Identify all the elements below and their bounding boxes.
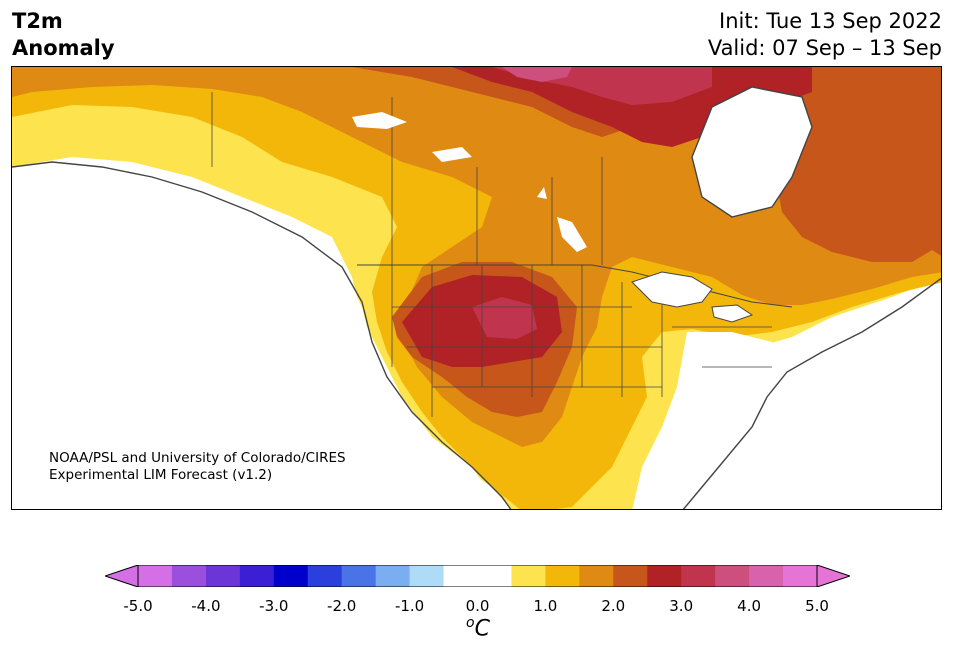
init-date: Init: Tue 13 Sep 2022 — [719, 9, 942, 33]
colorbar-segment — [477, 565, 512, 587]
colorbar-segment — [273, 565, 309, 587]
colorbar-segment — [681, 565, 716, 587]
anomaly-3_5-north — [502, 67, 572, 82]
anomaly-3_0-region — [472, 297, 537, 339]
colorbar-under-arrow — [105, 565, 139, 587]
credit-line-1: NOAA/PSL and University of Colorado/CIRE… — [49, 450, 346, 466]
colorbar-segment — [205, 565, 241, 587]
great-lakes — [631, 271, 754, 323]
colorbar-segment — [715, 565, 750, 587]
unit-label: oC — [466, 615, 490, 641]
colorbar-segment — [307, 565, 343, 587]
unit-base: C — [474, 616, 490, 642]
credit-line-2: Experimental LIM Forecast (v1.2) — [49, 467, 273, 483]
colorbar-segment — [749, 565, 784, 587]
valid-range: Valid: 07 Sep – 13 Sep — [707, 36, 942, 60]
colorbar-tick-label: 2.0 — [601, 597, 626, 615]
canadian-lakes — [352, 112, 587, 252]
colorbar-segment — [511, 565, 546, 587]
atlantic-ocean — [703, 298, 941, 509]
coastline-east — [682, 277, 941, 509]
coastline-west — [12, 161, 512, 509]
colorbar-segment — [783, 565, 818, 587]
colorbar-segment — [579, 565, 614, 587]
colorbar-tick-label: -1.0 — [394, 597, 425, 615]
colorbar-segment — [613, 565, 648, 587]
colorbar-tick-label: -4.0 — [191, 597, 221, 615]
colorbar-segment — [545, 565, 580, 587]
colorbar-segment — [375, 565, 411, 587]
colorbar-segment — [171, 565, 207, 587]
title-quantity: Anomaly — [12, 36, 115, 60]
colorbar-tick-label: 1.0 — [533, 597, 558, 615]
state-lines — [391, 265, 772, 417]
forecast-dates: Init: Tue 13 Sep 2022 Valid: 07 Sep – 13… — [708, 8, 942, 62]
colorbar-tick-label: 0.0 — [465, 597, 490, 615]
hudson-bay — [692, 87, 812, 217]
anomaly-map — [11, 66, 942, 510]
unit-degree: o — [466, 615, 475, 631]
credit-text: NOAA/PSL and University of Colorado/CIRE… — [49, 450, 346, 484]
anomaly-2_0-blob-ne — [772, 157, 937, 262]
pacific-ocean — [12, 167, 501, 509]
colorbar-tick-label: 5.0 — [805, 597, 829, 615]
southeast-neutral — [632, 332, 772, 509]
title-variable: T2m — [12, 9, 63, 33]
colorbar-segment — [138, 565, 173, 587]
colorbar-over-arrow — [816, 565, 850, 587]
hudson-bay-coast — [691, 86, 813, 218]
colorbar-segment — [443, 565, 478, 587]
us-canada-border — [357, 264, 793, 308]
colorbar-tick-label: -3.0 — [259, 597, 289, 615]
colorbar-segment — [409, 565, 445, 587]
colorbar-tick-label: 4.0 — [737, 597, 762, 615]
map-title: T2m Anomaly — [12, 8, 115, 62]
colorbar-outline — [137, 565, 818, 587]
province-lines — [211, 92, 603, 265]
colorbar-tick-label: -2.0 — [327, 597, 357, 615]
colorbar — [105, 565, 850, 587]
colorbar-tick-label: 3.0 — [669, 597, 694, 615]
colorbar-tick-label: -5.0 — [123, 597, 153, 615]
map-svg — [12, 67, 941, 509]
colorbar-segment — [341, 565, 377, 587]
colorbar-segment — [647, 565, 682, 587]
colorbar-segment — [239, 565, 275, 587]
